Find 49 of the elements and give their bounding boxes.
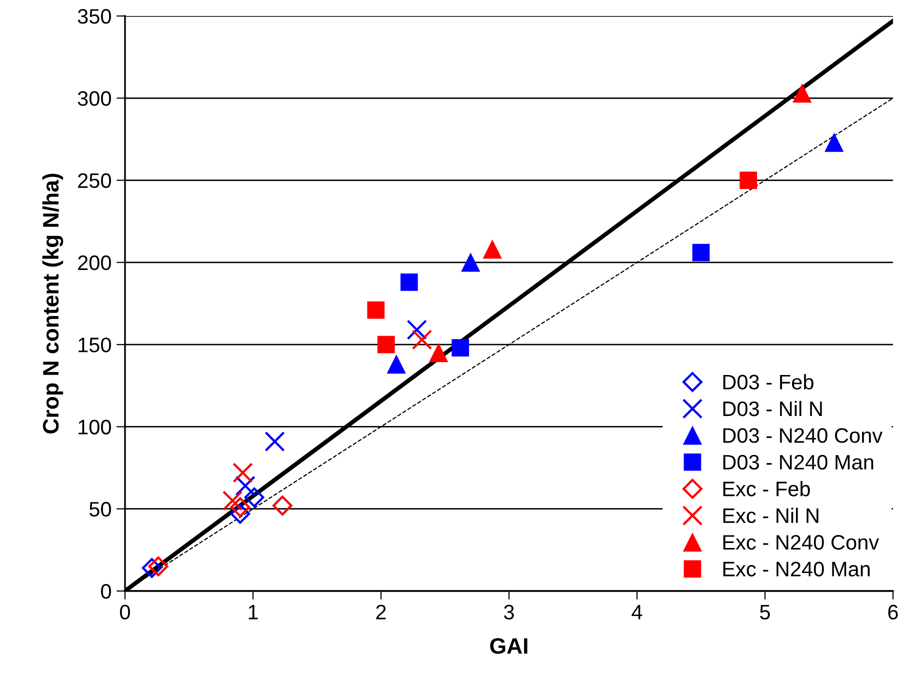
legend-label: D03 - N240 Conv xyxy=(723,428,883,443)
x-tick-label: 2 xyxy=(376,604,386,620)
x-axis-title: GAI xyxy=(490,638,528,654)
legend-label: D03 - Nil N xyxy=(723,400,822,416)
legend-label: Exc - Nil N xyxy=(723,508,818,524)
point xyxy=(230,497,250,518)
x-tick-label: 5 xyxy=(760,604,770,620)
point xyxy=(148,556,168,576)
point xyxy=(367,301,385,319)
point xyxy=(429,343,448,362)
legend-label: D03 - N240 Man xyxy=(723,454,874,470)
y-tick-label: 100 xyxy=(78,420,111,434)
y-tick-label: 250 xyxy=(78,173,111,188)
point xyxy=(264,431,285,452)
point xyxy=(232,462,253,483)
point xyxy=(235,476,256,496)
point xyxy=(222,490,243,511)
point xyxy=(452,339,470,357)
x-tick-label: 3 xyxy=(504,604,514,620)
y-tick-label: 200 xyxy=(78,255,111,270)
point xyxy=(740,172,758,189)
legend-label: Exc - N240 Man xyxy=(723,562,870,576)
legend-label: Exc - Feb xyxy=(723,481,810,496)
point xyxy=(377,336,395,354)
point xyxy=(692,244,710,262)
y-tick-label: 150 xyxy=(78,338,111,352)
x-tick-label: 0 xyxy=(120,604,130,620)
legend-label: D03 - Feb xyxy=(723,374,814,390)
legend-label: Exc - N240 Conv xyxy=(723,535,880,550)
point xyxy=(230,504,250,524)
point xyxy=(386,354,406,374)
y-tick-label: 300 xyxy=(78,91,111,106)
x-tick-label: 1 xyxy=(248,604,258,620)
point xyxy=(412,330,432,350)
y-axis-title: Crop N content (kg N/ha) xyxy=(42,174,64,434)
point xyxy=(406,320,427,340)
point xyxy=(142,558,162,578)
point xyxy=(824,133,844,152)
y-tick-label: 50 xyxy=(89,502,111,517)
point xyxy=(272,496,292,516)
point xyxy=(400,273,418,291)
y-tick-label: 0 xyxy=(101,584,111,599)
x-tick-label: 6 xyxy=(888,604,898,620)
point xyxy=(482,240,502,259)
point xyxy=(244,487,264,508)
x-tick-label: 4 xyxy=(632,604,642,620)
point xyxy=(792,84,812,103)
point xyxy=(461,253,480,272)
y-tick-label: 350 xyxy=(78,9,111,24)
